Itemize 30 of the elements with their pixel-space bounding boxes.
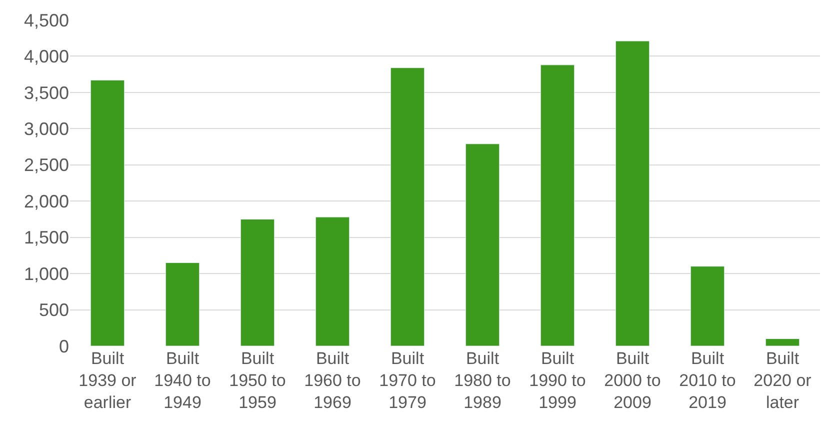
bar [315, 216, 350, 346]
y-tick-label: 3,000 [24, 118, 69, 139]
x-tick-label: Built 1939 or earlier [78, 349, 137, 412]
bar [90, 80, 125, 346]
x-tick-label: Built 1970 to 1979 [379, 349, 436, 412]
y-tick-label: 2,500 [24, 155, 69, 176]
x-tick-label: Built 1950 to 1959 [229, 349, 286, 412]
x-tick-label: Built 1990 to 1999 [529, 349, 586, 412]
bar [615, 40, 650, 346]
bar [390, 68, 425, 346]
x-tick-label: Built 2020 or later [754, 349, 812, 412]
x-tick-label: Built 1960 to 1969 [304, 349, 361, 412]
bar [165, 262, 200, 346]
x-tick-label: Built 2010 to 2019 [679, 349, 736, 412]
y-tick-label: 4,000 [24, 46, 69, 67]
x-tick-label: Built 2000 to 2009 [604, 349, 661, 412]
bar [690, 266, 725, 346]
y-tick-label: 0 [58, 336, 69, 356]
bar [465, 144, 500, 346]
y-tick-label: 1,500 [24, 228, 69, 248]
y-tick-label: 1,000 [24, 264, 69, 284]
y-tick-label: 2,000 [24, 191, 69, 212]
bar [240, 218, 275, 346]
y-tick-label: 500 [38, 300, 69, 320]
y-tick-label: 4,500 [24, 10, 69, 30]
x-tick-label: Built 1940 to 1949 [154, 349, 211, 412]
x-tick-label: Built 1980 to 1989 [454, 349, 511, 412]
y-tick-label: 3,500 [24, 82, 69, 103]
bar [540, 64, 575, 346]
bar [765, 338, 800, 346]
